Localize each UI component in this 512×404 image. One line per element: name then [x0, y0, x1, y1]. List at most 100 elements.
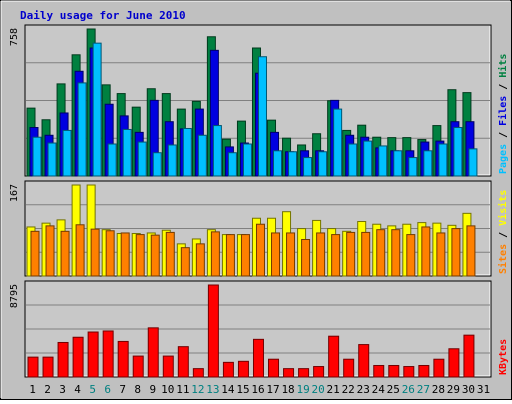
bar-kbytes-day-6 [102, 330, 114, 378]
bar-kbytes-day-15 [237, 360, 249, 378]
bar-pages-day-25 [393, 150, 403, 177]
bar-kbytes-day-12 [192, 368, 204, 378]
panels-layer: 758 Pages / Files / Hits 167 Sites / Visits… [9, 24, 509, 378]
legend-entry: / [498, 78, 509, 96]
bar-kbytes-day-8 [132, 355, 144, 378]
bar-pages-day-2 [47, 142, 57, 177]
bar-kbytes-day-13 [207, 284, 219, 378]
x-tick-label-4: 4 [74, 383, 81, 396]
y-max-label: 758 [9, 28, 20, 46]
bar-sites-day-24 [376, 229, 386, 277]
bar-sites-day-2 [45, 225, 55, 277]
bar-kbytes-day-17 [268, 358, 280, 378]
x-tick-label-7: 7 [119, 383, 126, 396]
x-tick-label-9: 9 [149, 383, 156, 396]
legend-entry: KBytes [498, 339, 509, 375]
x-tick-label-17: 17 [266, 383, 279, 396]
bar-pages-day-18 [288, 151, 298, 177]
bar-sites-day-25 [391, 229, 401, 277]
legend-bottom: KBytes [498, 339, 509, 375]
x-tick-label-28: 28 [432, 383, 445, 396]
bar-pages-day-16 [257, 56, 267, 177]
x-tick-label-29: 29 [447, 383, 460, 396]
bar-kbytes-day-20 [313, 366, 325, 378]
bar-pages-day-19 [303, 157, 313, 177]
bar-kbytes-day-10 [162, 355, 174, 378]
y-max-label: 167 [9, 184, 20, 202]
x-tick-label-3: 3 [59, 383, 66, 396]
bar-sites-day-12 [195, 243, 205, 277]
y-max-label: 8795 [9, 284, 20, 308]
bar-kbytes-day-28 [433, 358, 445, 378]
bar-kbytes-day-26 [403, 366, 415, 378]
bar-sites-day-29 [451, 228, 461, 277]
bar-kbytes-day-23 [358, 344, 370, 378]
bar-pages-day-10 [167, 144, 177, 177]
bar-sites-day-16 [255, 223, 265, 277]
bar-kbytes-day-25 [388, 364, 400, 378]
x-tick-label-15: 15 [236, 383, 249, 396]
bar-sites-day-27 [421, 226, 431, 277]
bar-pages-day-20 [318, 151, 328, 177]
bar-kbytes-day-29 [448, 348, 460, 378]
bar-kbytes-day-30 [463, 334, 475, 378]
bar-pages-day-9 [152, 152, 162, 177]
bar-kbytes-day-3 [57, 341, 69, 378]
bar-kbytes-day-5 [87, 331, 99, 378]
bar-kbytes-day-16 [252, 338, 264, 378]
bar-pages-day-12 [197, 134, 207, 177]
bar-pages-day-6 [107, 143, 117, 177]
x-axis-labels: 1 2 3 4 5 6 7 8 9 10 11 12 13 14 15 16 17 18 19 20 21 22 23 24 2… [29, 383, 490, 396]
x-tick-label-30: 30 [462, 383, 475, 396]
bar-kbytes-day-9 [147, 327, 159, 378]
bar-sites-day-21 [331, 234, 341, 277]
x-tick-label-27: 27 [417, 383, 430, 396]
x-tick-label-8: 8 [134, 383, 141, 396]
bar-sites-day-13 [210, 231, 220, 277]
bar-kbytes-day-2 [42, 356, 54, 378]
legend-entry: Files [497, 96, 509, 126]
x-tick-label-24: 24 [372, 383, 386, 396]
bar-sites-day-28 [436, 232, 446, 277]
x-tick-label-5: 5 [89, 383, 96, 396]
bar-kbytes-day-7 [117, 340, 129, 378]
legend-entry: / [498, 126, 509, 144]
x-tick-label-12: 12 [191, 383, 204, 396]
bar-sites-day-1 [30, 230, 40, 277]
legend-entry: / [498, 226, 509, 244]
bar-pages-day-28 [438, 143, 448, 177]
bar-sites-day-9 [150, 234, 160, 277]
x-tick-label-25: 25 [387, 383, 400, 396]
bar-sites-day-18 [286, 232, 296, 277]
bar-kbytes-day-22 [343, 358, 355, 378]
x-tick-label-20: 20 [312, 383, 325, 396]
x-tick-label-1: 1 [29, 383, 36, 396]
bar-pages-day-21 [333, 108, 343, 177]
x-tick-label-2: 2 [44, 383, 51, 396]
bar-sites-day-26 [406, 234, 416, 277]
bar-sites-day-8 [135, 234, 145, 277]
bar-kbytes-day-14 [222, 361, 234, 378]
bar-sites-day-11 [180, 247, 190, 277]
bar-sites-day-5 [90, 228, 100, 277]
x-tick-label-23: 23 [357, 383, 370, 396]
panel-middle: 167 Sites / Visits [9, 180, 509, 277]
bar-pages-day-27 [423, 150, 433, 177]
bar-pages-day-11 [182, 127, 192, 177]
bar-kbytes-day-24 [373, 364, 385, 378]
legend-middle: Sites / Visits [497, 190, 509, 274]
legend-entry: Pages [498, 144, 509, 174]
x-tick-label-16: 16 [251, 383, 264, 396]
bar-sites-day-7 [120, 232, 130, 277]
bar-pages-day-24 [378, 145, 388, 177]
bar-sites-day-4 [75, 224, 85, 277]
bar-pages-day-1 [32, 136, 42, 177]
bar-kbytes-day-18 [283, 368, 295, 378]
bar-sites-day-30 [466, 225, 476, 277]
bar-sites-day-14 [225, 234, 235, 277]
bar-sites-day-15 [240, 234, 250, 277]
x-tick-label-26: 26 [402, 383, 415, 396]
bar-pages-day-3 [62, 129, 72, 177]
legend-entry: Sites [497, 244, 509, 274]
x-tick-label-19: 19 [296, 383, 309, 396]
